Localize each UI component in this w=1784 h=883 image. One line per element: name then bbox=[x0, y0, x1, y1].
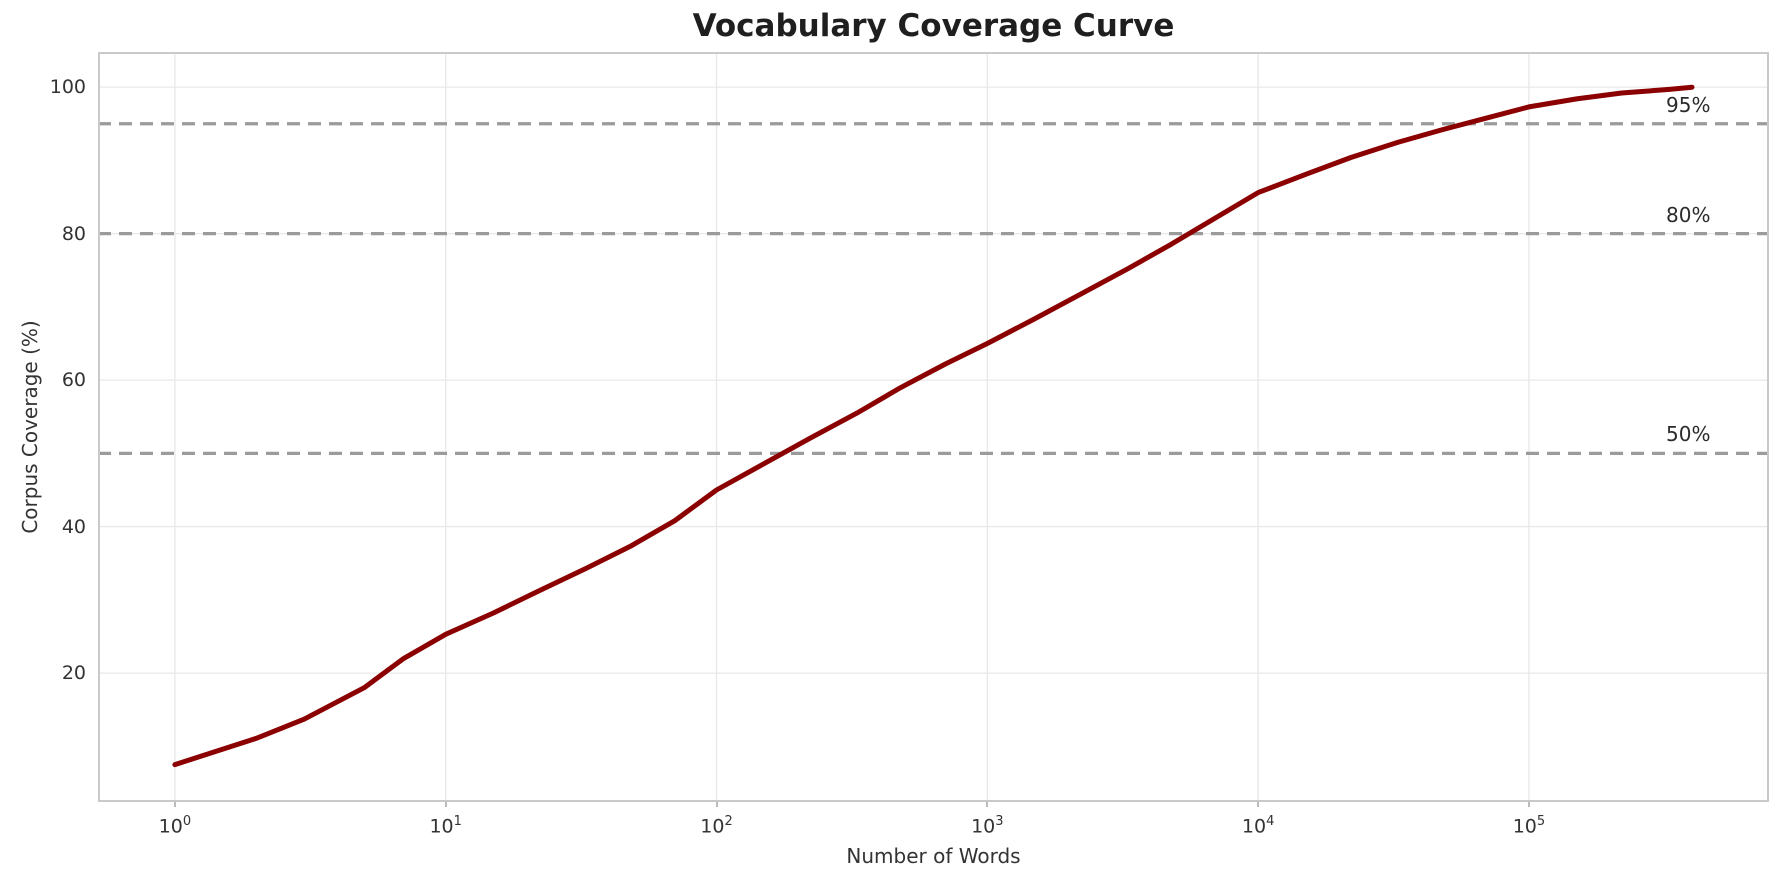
y-tick-label: 100 bbox=[49, 76, 86, 99]
x-tick-base: 10 bbox=[429, 815, 454, 838]
x-tick-base: 10 bbox=[1241, 815, 1267, 838]
x-tick-base: 10 bbox=[158, 815, 183, 838]
x-tick-label: 105 bbox=[1497, 810, 1561, 838]
x-tick-base: 10 bbox=[700, 815, 725, 838]
reference-line-label-95: 95% bbox=[1666, 92, 1711, 117]
plot-area bbox=[98, 52, 1769, 802]
chart-title: Vocabulary Coverage Curve bbox=[692, 8, 1175, 44]
x-tick-base: 10 bbox=[971, 815, 996, 838]
x-tick-exponent: 1 bbox=[453, 814, 462, 829]
y-tick-label: 40 bbox=[61, 515, 86, 538]
x-tick-base: 10 bbox=[1512, 815, 1537, 838]
x-tick-label: 103 bbox=[955, 810, 1019, 838]
reference-line-label-50: 50% bbox=[1666, 422, 1711, 447]
x-tick-exponent: 3 bbox=[995, 814, 1004, 829]
x-tick-exponent: 4 bbox=[1266, 814, 1275, 829]
x-tick-exponent: 0 bbox=[182, 814, 192, 829]
x-tick-label: 104 bbox=[1226, 810, 1290, 838]
vocabulary-coverage-curve bbox=[172, 84, 1695, 768]
plot-spines bbox=[98, 52, 1769, 802]
x-tick-label: 102 bbox=[685, 810, 749, 838]
y-axis-label: Corpus Coverage (%) bbox=[18, 320, 42, 534]
coverage-plot-svg bbox=[98, 52, 1769, 802]
x-tick-mark bbox=[715, 802, 718, 807]
y-tick-label: 60 bbox=[61, 369, 86, 392]
y-tick-label: 20 bbox=[61, 662, 86, 685]
x-tick-mark bbox=[1257, 802, 1260, 807]
x-tick-exponent: 2 bbox=[724, 814, 733, 829]
x-tick-label: 101 bbox=[414, 810, 478, 838]
x-tick-mark bbox=[1527, 802, 1530, 807]
x-tick-label: 100 bbox=[143, 810, 207, 838]
reference-line-label-80: 80% bbox=[1666, 202, 1711, 227]
x-axis-label: Number of Words bbox=[846, 844, 1021, 868]
y-tick-label: 80 bbox=[61, 222, 86, 245]
x-tick-exponent: 5 bbox=[1536, 814, 1546, 829]
x-tick-mark bbox=[444, 802, 447, 807]
x-tick-mark bbox=[986, 802, 989, 807]
x-tick-mark bbox=[173, 802, 176, 807]
